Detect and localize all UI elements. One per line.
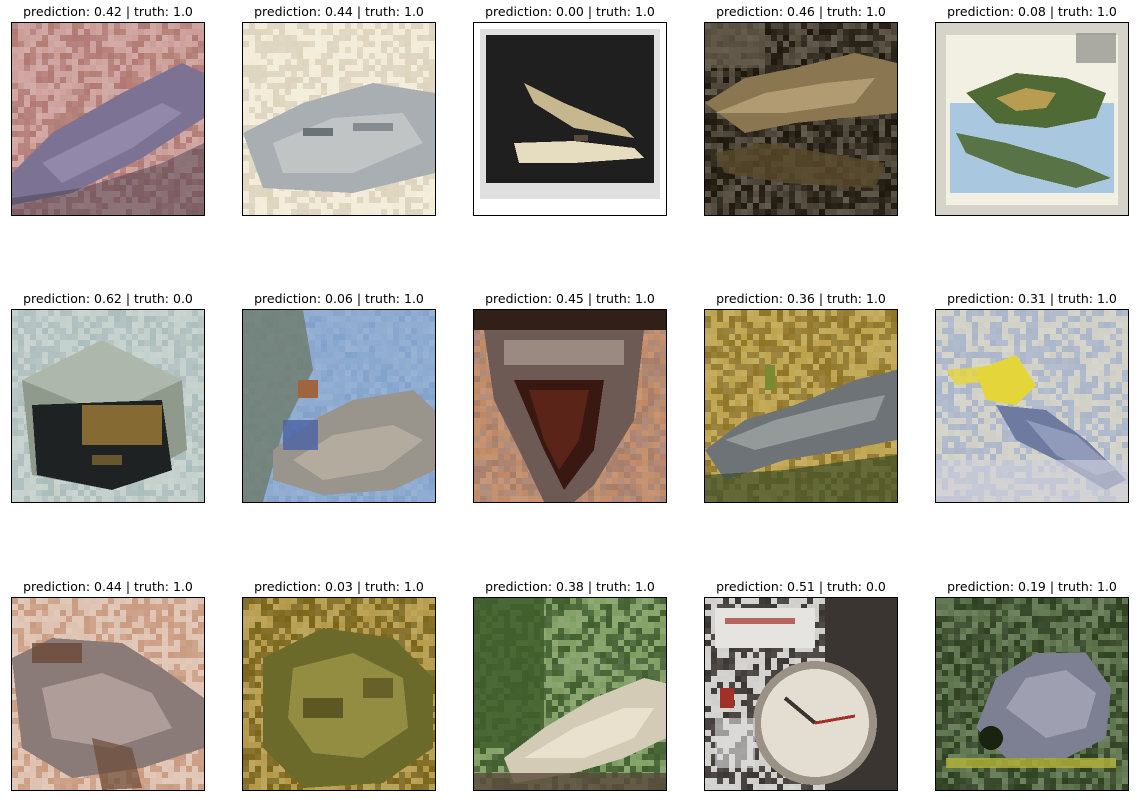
panel-image xyxy=(242,309,436,503)
thumbnail-image xyxy=(705,310,897,502)
panel-title: prediction: 0.36 | truth: 1.0 xyxy=(716,291,886,306)
panel-title: prediction: 0.45 | truth: 1.0 xyxy=(485,291,655,306)
panel-title: prediction: 0.00 | truth: 1.0 xyxy=(485,4,655,19)
thumbnail-image xyxy=(474,23,666,215)
thumbnail-image xyxy=(936,23,1128,215)
thumbnail-image xyxy=(705,23,897,215)
panel-image xyxy=(935,597,1129,791)
thumbnail-image xyxy=(936,598,1128,790)
thumbnail-image xyxy=(474,598,666,790)
thumbnail-image xyxy=(243,598,435,790)
panel-title: prediction: 0.44 | truth: 1.0 xyxy=(254,4,424,19)
panel-image xyxy=(473,309,667,503)
thumbnail-image xyxy=(12,310,204,502)
panel-title: prediction: 0.38 | truth: 1.0 xyxy=(485,579,655,594)
thumbnail-image xyxy=(474,310,666,502)
panel-image xyxy=(11,309,205,503)
panel-image xyxy=(242,597,436,791)
panel-title: prediction: 0.51 | truth: 0.0 xyxy=(716,579,886,594)
panel-title: prediction: 0.03 | truth: 1.0 xyxy=(254,579,424,594)
panel-image xyxy=(473,597,667,791)
panel-image xyxy=(242,22,436,216)
panel-image xyxy=(11,22,205,216)
panel-title: prediction: 0.08 | truth: 1.0 xyxy=(947,4,1117,19)
panel-image xyxy=(704,597,898,791)
panel-image xyxy=(935,309,1129,503)
panel-image xyxy=(704,22,898,216)
panel-image xyxy=(935,22,1129,216)
panel-title: prediction: 0.19 | truth: 1.0 xyxy=(947,579,1117,594)
panel-title: prediction: 0.31 | truth: 1.0 xyxy=(947,291,1117,306)
panel-image xyxy=(704,309,898,503)
panel-title: prediction: 0.42 | truth: 1.0 xyxy=(23,4,193,19)
thumbnail-image xyxy=(12,598,204,790)
panel-title: prediction: 0.06 | truth: 1.0 xyxy=(254,291,424,306)
thumbnail-image xyxy=(243,310,435,502)
thumbnail-image xyxy=(243,23,435,215)
panel-title: prediction: 0.62 | truth: 0.0 xyxy=(23,291,193,306)
panel-title: prediction: 0.44 | truth: 1.0 xyxy=(23,579,193,594)
panel-title: prediction: 0.46 | truth: 1.0 xyxy=(716,4,886,19)
thumbnail-image xyxy=(705,598,897,790)
thumbnail-image xyxy=(12,23,204,215)
thumbnail-image xyxy=(936,310,1128,502)
panel-image xyxy=(473,22,667,216)
panel-image xyxy=(11,597,205,791)
